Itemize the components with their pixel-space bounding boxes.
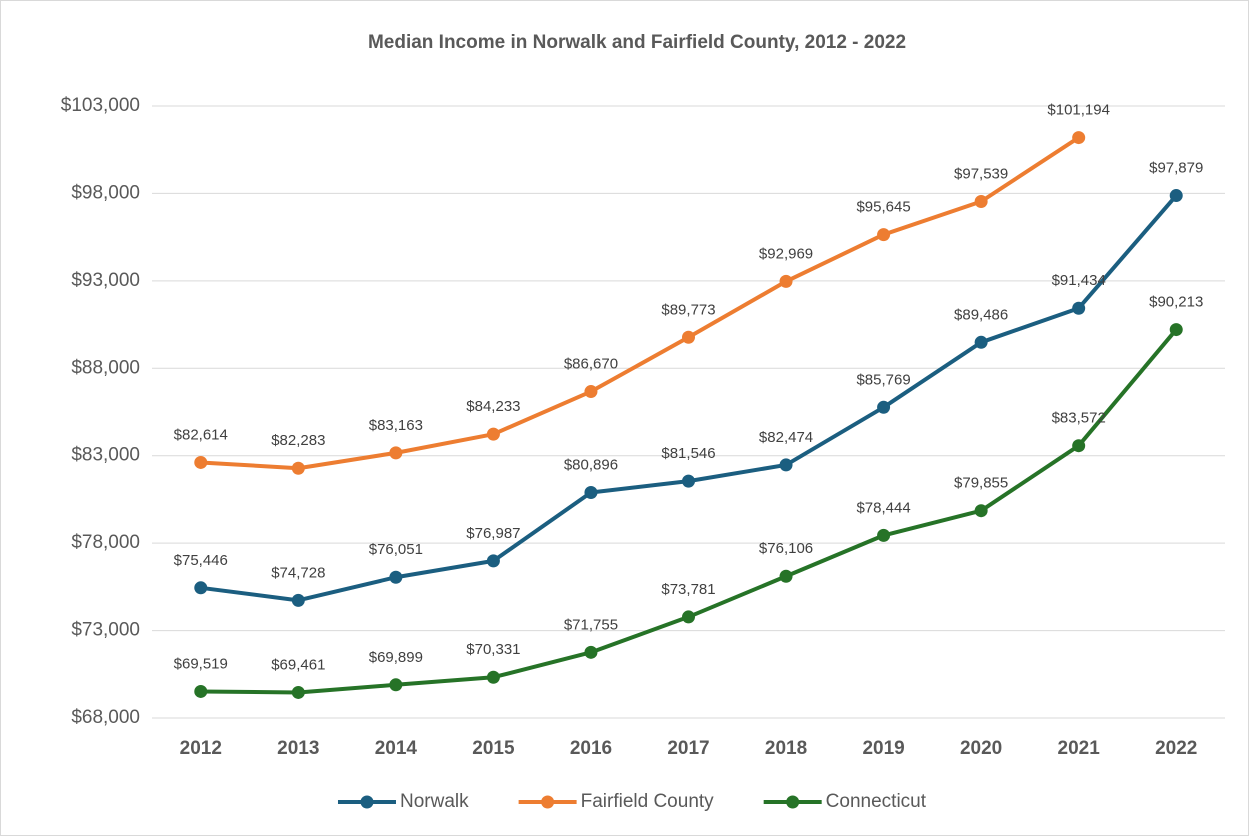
data-label: $84,233: [466, 398, 520, 415]
data-point: [1169, 189, 1183, 203]
legend-label: Connecticut: [826, 791, 927, 812]
data-label: $79,855: [954, 475, 1008, 492]
data-point: [194, 684, 208, 698]
data-label: $85,769: [856, 371, 910, 388]
data-label: $83,163: [369, 417, 423, 434]
data-label: $89,486: [954, 306, 1008, 323]
data-point: [194, 455, 208, 469]
data-point: [389, 570, 403, 584]
x-tick-label: 2015: [472, 738, 515, 759]
data-point: [1072, 131, 1086, 145]
series-line: [200, 135, 1080, 471]
y-tick-label: $103,000: [61, 95, 140, 116]
data-point: [291, 593, 305, 607]
data-point: [682, 474, 695, 488]
data-label: $80,896: [564, 456, 618, 473]
data-label: $82,283: [271, 432, 325, 449]
data-label: $75,446: [174, 552, 228, 569]
data-point: [974, 504, 988, 518]
data-point: [584, 385, 598, 399]
legend-label: Fairfield County: [581, 791, 715, 812]
data-label: $81,546: [661, 445, 715, 462]
data-label: $101,194: [1047, 102, 1110, 119]
data-point: [877, 400, 891, 414]
data-point: [486, 554, 500, 568]
data-label: $97,879: [1149, 160, 1203, 177]
data-label: $73,781: [661, 581, 715, 598]
legend-marker: [786, 795, 800, 809]
data-label: $82,474: [759, 429, 813, 446]
y-tick-label: $98,000: [71, 182, 140, 203]
x-tick-label: 2019: [862, 738, 904, 759]
data-label: $92,969: [759, 245, 813, 262]
data-label: $69,899: [369, 649, 423, 666]
data-point: [291, 461, 305, 475]
x-tick-label: 2012: [180, 738, 222, 759]
data-point: [486, 427, 500, 441]
data-label: $91,434: [1052, 272, 1106, 289]
x-tick-label: 2014: [375, 738, 418, 759]
data-label: $82,614: [174, 426, 228, 443]
data-label: $83,572: [1052, 410, 1106, 427]
data-point: [291, 685, 305, 699]
y-tick-label: $73,000: [71, 620, 140, 641]
data-label: $71,755: [564, 616, 618, 633]
x-tick-label: 2017: [667, 738, 709, 759]
data-label: $69,461: [271, 656, 325, 673]
data-label: $69,519: [174, 655, 228, 672]
legend-marker: [541, 795, 555, 809]
data-point: [584, 645, 598, 659]
legend-label: Norwalk: [400, 791, 469, 812]
data-point: [682, 610, 695, 624]
y-tick-label: $93,000: [71, 270, 140, 291]
data-point: [1169, 323, 1183, 337]
data-label: $70,331: [466, 641, 520, 658]
data-label: $78,444: [856, 499, 910, 516]
data-label: $86,670: [564, 356, 618, 373]
x-tick-label: 2021: [1058, 738, 1101, 759]
data-point: [974, 335, 988, 349]
data-point: [389, 678, 403, 692]
data-point: [877, 228, 891, 242]
x-tick-label: 2013: [277, 738, 319, 759]
data-label: $97,539: [954, 165, 1008, 182]
data-label: $76,051: [369, 541, 423, 558]
x-tick-label: 2022: [1155, 738, 1197, 759]
data-point: [779, 458, 793, 472]
x-tick-label: 2016: [570, 738, 612, 759]
y-tick-label: $68,000: [71, 707, 140, 728]
y-tick-label: $83,000: [71, 445, 140, 466]
data-label: $74,728: [271, 564, 325, 581]
data-point: [779, 274, 793, 288]
data-label: $90,213: [1149, 294, 1203, 311]
data-point: [389, 446, 403, 460]
y-tick-label: $88,000: [71, 357, 140, 378]
x-tick-label: 2018: [765, 738, 807, 759]
data-label: $76,987: [466, 525, 520, 542]
data-point: [877, 528, 891, 542]
data-label: $76,106: [759, 540, 813, 557]
x-tick-label: 2020: [960, 738, 1002, 759]
data-label: $95,645: [856, 199, 910, 216]
data-point: [584, 486, 598, 500]
legend-marker: [360, 795, 374, 809]
data-point: [1072, 301, 1086, 315]
data-point: [682, 330, 695, 344]
data-point: [194, 581, 208, 595]
data-point: [779, 569, 793, 583]
data-label: $89,773: [661, 301, 715, 318]
data-point: [486, 670, 500, 684]
data-point: [974, 194, 988, 208]
y-tick-label: $78,000: [71, 532, 140, 553]
chart-title: Median Income in Norwalk and Fairfield C…: [368, 32, 906, 53]
data-point: [1072, 439, 1086, 453]
